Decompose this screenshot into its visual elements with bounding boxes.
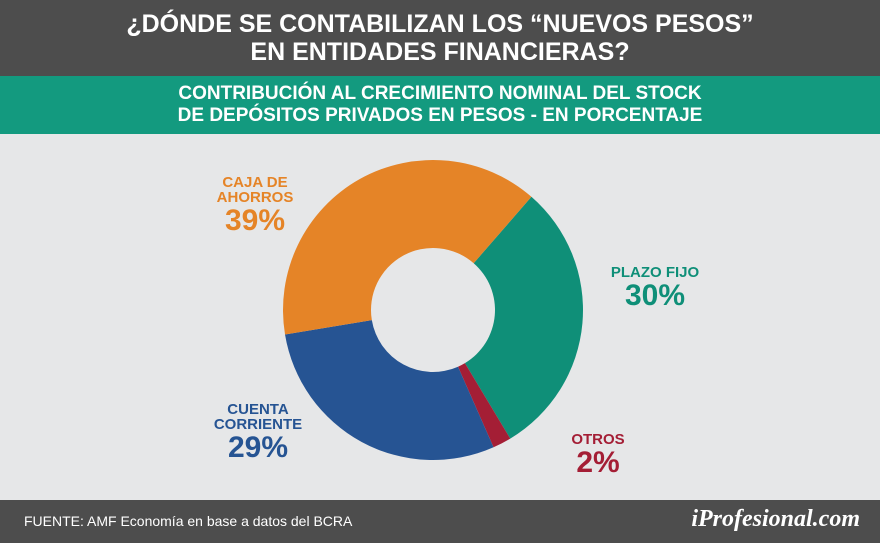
slice-label: PLAZO FIJO 30% xyxy=(575,265,735,312)
donut-slice xyxy=(458,363,511,448)
donut-slice xyxy=(283,160,532,335)
donut-slice xyxy=(285,320,494,461)
value-label: 29% xyxy=(227,431,289,464)
category-label: PLAZO FIJO xyxy=(610,264,700,281)
value-label: 30% xyxy=(624,279,686,312)
value-label: 39% xyxy=(224,204,286,237)
category-label: CAJA DE AHORROS xyxy=(216,174,294,206)
chart-subtitle: CONTRIBUCIÓN AL CRECIMIENTO NOMINAL DEL … xyxy=(0,76,880,134)
value-label: 2% xyxy=(576,446,620,479)
chart-title: ¿DÓNDE SE CONTABILIZAN LOS “NUEVOS PESOS… xyxy=(0,0,880,76)
donut-slice xyxy=(464,196,583,439)
brand: iProfesional.com xyxy=(691,506,860,532)
slice-label: OTROS 2% xyxy=(518,432,678,479)
category-label: CUENTA CORRIENTE xyxy=(213,401,303,433)
slice-label: CUENTA CORRIENTE 29% xyxy=(178,402,338,464)
footer: FUENTE: AMF Economía en base a datos del… xyxy=(0,500,880,543)
slice-label: CAJA DE AHORROS 39% xyxy=(175,175,335,237)
source: FUENTE: AMF Economía en base a datos del… xyxy=(24,513,353,529)
category-label: OTROS xyxy=(571,431,625,448)
